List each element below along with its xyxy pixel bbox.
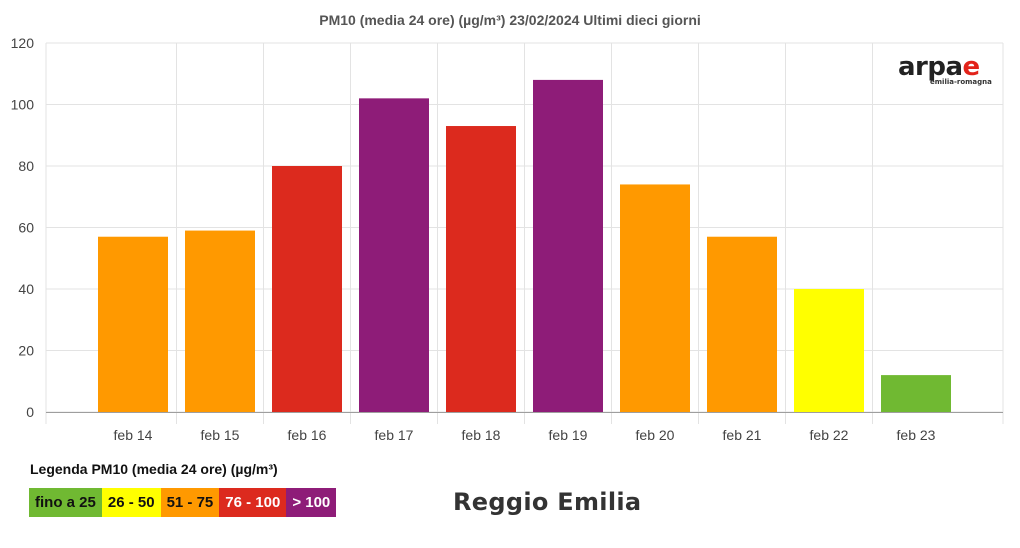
- bar-feb-17: [359, 98, 429, 412]
- station-name: Reggio Emilia: [453, 488, 642, 516]
- x-tick-label: feb 22: [810, 427, 849, 443]
- x-tick-label: feb 14: [114, 427, 153, 443]
- logo-text-prefix: arpa: [898, 52, 963, 82]
- y-tick-label: 80: [18, 158, 34, 174]
- bar-feb-21: [707, 236, 777, 412]
- y-tick-label: 0: [26, 404, 34, 420]
- bar-feb-18: [446, 126, 516, 413]
- y-tick-label: 60: [18, 220, 34, 236]
- x-tick-label: feb 15: [201, 427, 240, 443]
- x-tick-label: feb 18: [462, 427, 501, 443]
- bar-feb-19: [533, 79, 603, 413]
- bar-feb-22: [794, 289, 864, 412]
- y-tick-label: 40: [18, 281, 34, 297]
- x-tick-label: feb 19: [549, 427, 588, 443]
- y-tick-label: 20: [18, 343, 34, 359]
- legend: fino a 25 26 - 50 51 - 75 76 - 100 > 100: [29, 488, 337, 517]
- bar-feb-16: [272, 166, 342, 412]
- x-tick-label: feb 16: [288, 427, 327, 443]
- legend-item-26-50: 26 - 50: [101, 488, 161, 517]
- legend-item-fino-a-25: fino a 25: [29, 488, 102, 517]
- y-tick-label: 100: [11, 97, 35, 113]
- bar-feb-15: [185, 230, 255, 412]
- legend-item-76-100: 76 - 100: [219, 488, 287, 517]
- chart-title: PM10 (media 24 ore) (µg/m³) 23/02/2024 U…: [319, 12, 701, 28]
- y-tick-label: 120: [11, 35, 35, 51]
- bar-feb-23: [881, 375, 951, 412]
- legend-item-over-100: > 100: [286, 488, 337, 517]
- logo-text-suffix: e: [962, 52, 981, 82]
- bar-feb-20: [620, 184, 690, 412]
- logo-subtitle: emilia-romagna: [930, 78, 992, 86]
- x-tick-label: feb 21: [723, 427, 762, 443]
- bar-feb-14: [98, 236, 168, 412]
- x-tick-label: feb 17: [375, 427, 414, 443]
- x-tick-label: feb 20: [636, 427, 675, 443]
- legend-title: Legenda PM10 (media 24 ore) (µg/m³): [30, 461, 278, 477]
- arpae-logo: arpae emilia-romagna: [898, 54, 998, 94]
- x-tick-label: feb 23: [897, 427, 936, 443]
- legend-item-51-75: 51 - 75: [160, 488, 220, 517]
